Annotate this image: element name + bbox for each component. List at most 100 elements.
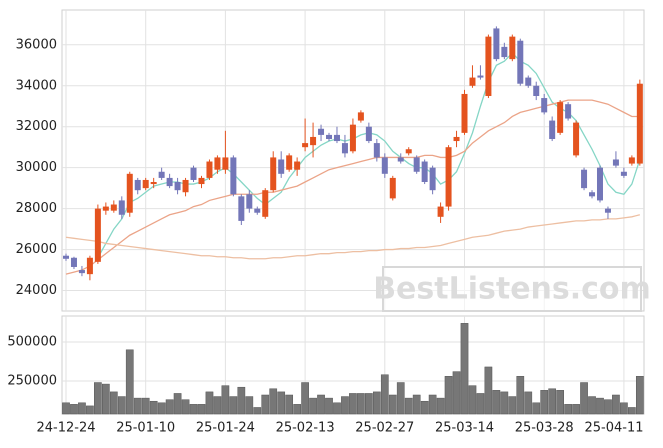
candle-body xyxy=(565,104,572,119)
y-tick-label: 500000 xyxy=(7,335,57,350)
candle-body xyxy=(94,208,101,262)
candle-body xyxy=(341,143,348,154)
volume-bar xyxy=(556,390,564,415)
volume-bar xyxy=(444,376,453,415)
volume-bar xyxy=(580,382,588,415)
volume-bar xyxy=(253,407,262,415)
candle-body xyxy=(102,206,109,211)
candle-body xyxy=(405,149,412,154)
volume-bar xyxy=(237,386,246,415)
candle-body xyxy=(413,157,420,172)
volume-bar xyxy=(109,391,118,415)
x-tick-label: 25-02-27 xyxy=(355,421,414,436)
volume-bar xyxy=(78,402,86,415)
volume-bar xyxy=(94,382,102,415)
watermark-box xyxy=(382,266,642,312)
volume-bar xyxy=(635,376,644,415)
candle-body xyxy=(222,157,229,170)
volume-bar xyxy=(564,404,572,415)
volume-bar xyxy=(628,407,636,415)
candle-body xyxy=(604,208,611,213)
candle-body xyxy=(198,177,205,185)
volume-bar xyxy=(133,397,142,415)
volume-bar xyxy=(125,349,134,415)
candle-body xyxy=(557,102,564,133)
candle-body xyxy=(262,190,269,217)
volume-bar xyxy=(269,388,278,415)
volume-bar xyxy=(452,371,461,415)
volume-bar xyxy=(516,376,525,415)
volume-bar xyxy=(492,390,501,415)
volume-bar xyxy=(301,382,309,415)
volume-bar xyxy=(476,393,485,415)
volume-bar xyxy=(181,399,190,415)
volume-bar xyxy=(468,385,477,415)
candle-body xyxy=(517,40,524,84)
volume-bar xyxy=(588,396,596,415)
candle-body xyxy=(326,134,333,139)
candle-body xyxy=(573,122,580,156)
volume-bar xyxy=(524,391,533,415)
volume-bar xyxy=(436,397,445,415)
candle-body xyxy=(142,179,149,189)
candle-body xyxy=(238,196,245,221)
candle-body xyxy=(549,120,556,139)
y-tick-label: 34000 xyxy=(16,78,57,93)
volume-bar xyxy=(548,388,557,415)
candle-body xyxy=(636,83,643,164)
candle-body xyxy=(620,171,627,176)
volume-bar xyxy=(372,391,381,415)
candle-body xyxy=(389,177,396,199)
candle-body xyxy=(118,200,125,215)
candle-body xyxy=(278,159,285,174)
candle-body xyxy=(230,157,237,195)
candle-body xyxy=(158,171,165,178)
candle-body xyxy=(397,157,404,162)
candle-body xyxy=(477,75,484,78)
volume-bar xyxy=(261,394,270,415)
volume-bar xyxy=(317,394,325,415)
candle-body xyxy=(437,206,444,217)
volume-bar xyxy=(420,400,429,415)
candle-body xyxy=(461,93,468,133)
y-tick-label: 30000 xyxy=(16,160,57,175)
x-tick-label: 24-12-24 xyxy=(36,421,95,436)
volume-bar xyxy=(540,390,549,415)
volume-bar xyxy=(357,393,365,415)
volume-bar xyxy=(620,402,628,415)
volume-bar xyxy=(349,393,357,415)
candle-body xyxy=(453,136,460,142)
candle-body xyxy=(310,136,317,146)
candle-body xyxy=(349,124,356,152)
moving-average-line xyxy=(97,52,641,259)
candle-body xyxy=(134,179,141,191)
candle-body xyxy=(581,169,588,189)
volume-bar xyxy=(173,393,182,415)
candle-body xyxy=(63,255,69,259)
x-tick-label: 25-04-11 xyxy=(584,421,643,436)
x-tick-label: 25-01-10 xyxy=(116,421,175,436)
volume-bar xyxy=(428,394,437,415)
candle-body xyxy=(381,157,388,174)
candle-body xyxy=(429,167,436,191)
moving-average-line xyxy=(65,214,641,260)
x-tick-label: 25-01-24 xyxy=(196,421,255,436)
volume-bar xyxy=(245,396,254,415)
volume-bar xyxy=(388,394,397,415)
candle-body xyxy=(302,143,309,148)
candle-body xyxy=(182,179,189,193)
candle-body xyxy=(333,134,340,142)
candle-body xyxy=(190,167,197,180)
watermark: BestListens.com xyxy=(373,266,651,312)
candle-body xyxy=(612,159,619,166)
candle-body xyxy=(533,85,540,96)
candle-body xyxy=(628,157,635,164)
volume-bar xyxy=(141,397,150,415)
candle-body xyxy=(206,161,213,178)
candle-body xyxy=(174,182,181,191)
volume-bar xyxy=(333,402,341,415)
candle-body xyxy=(254,208,261,213)
candle-body xyxy=(493,28,500,60)
candle-body xyxy=(126,173,133,213)
